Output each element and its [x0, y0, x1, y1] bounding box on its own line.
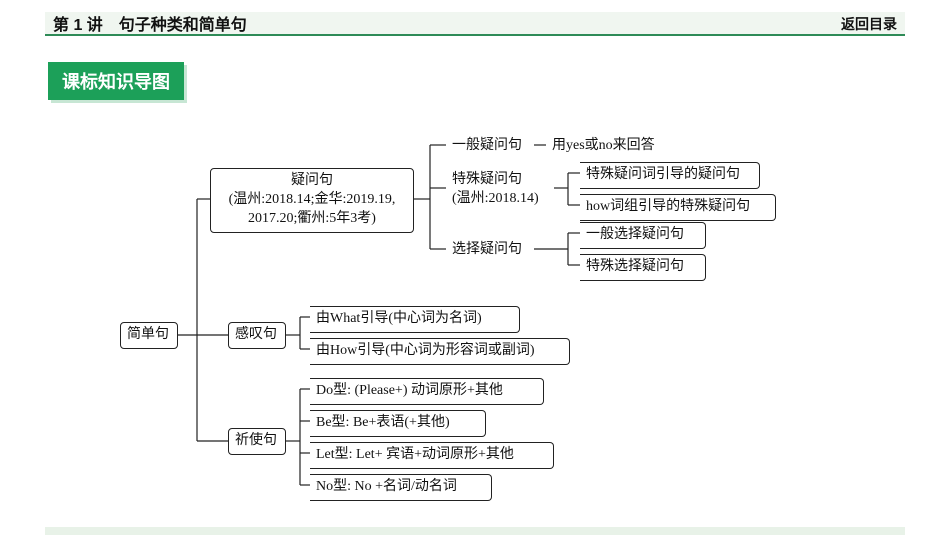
node-teshu_a: 特殊疑问词引导的疑问句: [580, 162, 760, 189]
node-qishi_b: Be型: Be+表语(+其他): [310, 410, 486, 437]
badge-label: 课标知识导图: [62, 72, 170, 92]
footer-bar: [45, 527, 905, 535]
node-yiwen: 疑问句(温州:2018.14;金华:2019.19,2017.20;衢州:5年3…: [210, 168, 414, 233]
node-gantai: 感叹句: [228, 322, 286, 349]
node-xuanze_a: 一般选择疑问句: [580, 222, 706, 249]
node-teshu_b: how词组引导的特殊疑问句: [580, 194, 776, 221]
node-xuanze_b: 特殊选择疑问句: [580, 254, 706, 281]
node-qishi_c: Let型: Let+ 宾语+动词原形+其他: [310, 442, 554, 469]
return-link[interactable]: 返回目录: [841, 14, 897, 34]
node-gantai_a: 由What引导(中心词为名词): [310, 306, 520, 333]
node-yiban: 一般疑问句: [446, 134, 534, 159]
page-title: 第 1 讲 句子种类和简单句: [53, 11, 247, 35]
node-qishi_a: Do型: (Please+) 动词原形+其他: [310, 378, 544, 405]
node-teshu: 特殊疑问句(温州:2018.14): [446, 168, 554, 212]
node-root: 简单句: [120, 322, 178, 349]
node-yiban_ans: 用yes或no来回答: [546, 134, 686, 159]
mindmap-diagram: 简单句 疑问句(温州:2018.14;金华:2019.19,2017.20;衢州:…: [100, 110, 900, 510]
node-gantai_b: 由How引导(中心词为形容词或副词): [310, 338, 570, 365]
node-xuanze: 选择疑问句: [446, 238, 534, 263]
section-badge: 课标知识导图: [48, 62, 184, 100]
node-qishi: 祈使句: [228, 428, 286, 455]
header-bar: 第 1 讲 句子种类和简单句 返回目录: [45, 12, 905, 36]
node-qishi_d: No型: No +名词/动名词: [310, 474, 492, 501]
